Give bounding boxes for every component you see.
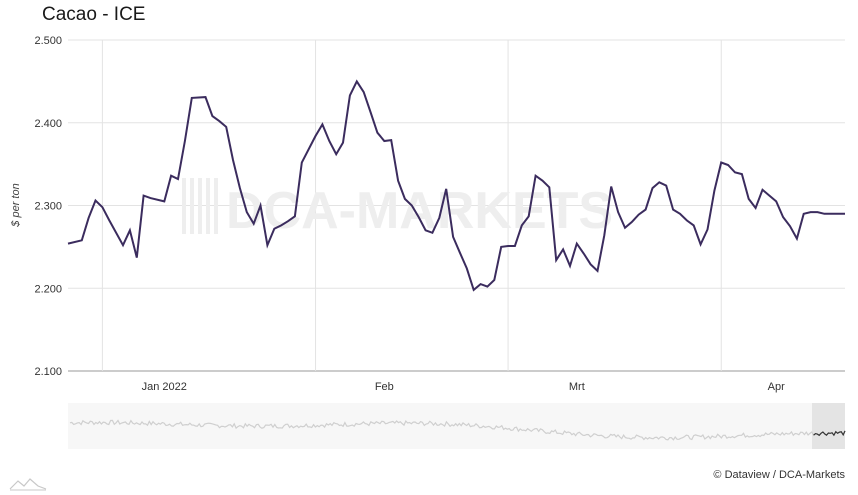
y-tick-label: 2.200 [34,283,62,295]
dataview-logo-icon [9,478,47,491]
grid-lines [68,39,845,372]
x-tick-label: Jan 2022 [142,381,187,393]
y-tick-label: 2.400 [34,118,62,130]
y-axis-label: $ per ton [10,183,22,227]
x-tick-label: Mrt [569,381,585,393]
y-tick-label: 2.100 [34,366,62,378]
y-axis-ticks: 2.500 2.400 2.300 2.200 2.100 [34,35,62,378]
watermark-text: DCA-MARKETS [226,182,613,240]
chart-title: Cacao - ICE [42,4,146,25]
x-axis-ticks: Jan 2022 Feb Mrt Apr [142,381,785,393]
watermark: DCA-MARKETS [182,178,613,240]
series-line [67,79,845,292]
navigator-line [69,419,846,441]
x-tick-label: Feb [375,381,394,393]
navigator-selection[interactable] [812,403,845,449]
navigator-selected-line [813,430,846,437]
navigator-background [68,403,845,449]
y-tick-label: 2.300 [34,201,62,213]
x-tick-label: Apr [768,381,785,393]
source-credit: © Dataview / DCA-Markets [713,469,845,481]
y-tick-label: 2.500 [34,35,62,47]
